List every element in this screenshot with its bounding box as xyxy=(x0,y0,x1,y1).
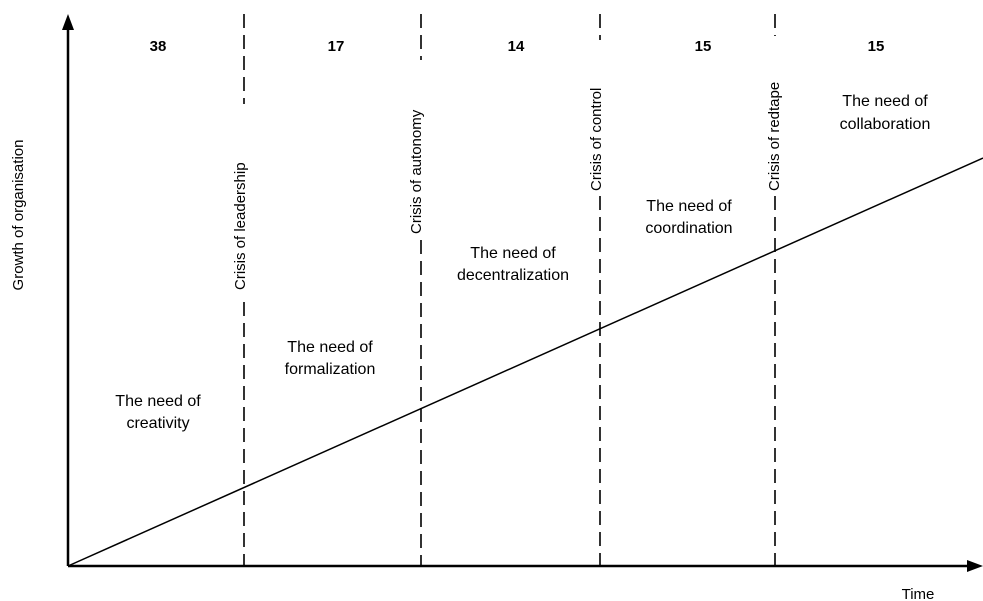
phase-need-line: The need of xyxy=(115,393,201,410)
phase-need-line: decentralization xyxy=(457,267,569,284)
phase-need-line: formalization xyxy=(285,361,376,378)
crisis-label-autonomy: Crisis of autonomy xyxy=(408,109,425,234)
phase-count: 14 xyxy=(508,38,525,55)
phase-need-line: The need of xyxy=(470,245,556,262)
growth-line xyxy=(67,157,983,567)
phase-counts: 38 17 14 15 15 xyxy=(150,38,885,55)
phase-need-line: The need of xyxy=(842,93,928,110)
crisis-label-leadership: Crisis of leadership xyxy=(232,162,249,290)
crisis-labels: Crisis of leadership Crisis of autonomy … xyxy=(232,82,783,290)
phase-need-line: collaboration xyxy=(840,116,931,133)
crisis-label-control: Crisis of control xyxy=(588,88,605,191)
axes xyxy=(66,26,975,568)
phase-need-line: The need of xyxy=(646,198,732,215)
phase-needs: The need of creativity The need of forma… xyxy=(115,93,930,432)
crisis-dividers xyxy=(243,14,776,566)
phase-count: 15 xyxy=(695,38,712,55)
y-axis-label: Growth of organisation xyxy=(10,140,27,291)
x-axis-arrowhead xyxy=(967,560,983,572)
phase-count: 17 xyxy=(328,38,345,55)
phase-need-line: creativity xyxy=(126,415,189,432)
y-axis-arrowhead xyxy=(62,14,74,30)
phase-need-line: The need of xyxy=(287,339,373,356)
phase-need-line: coordination xyxy=(645,220,732,237)
phase-count: 15 xyxy=(868,38,885,55)
x-axis-label: Time xyxy=(902,586,935,601)
crisis-label-redtape: Crisis of redtape xyxy=(766,82,783,191)
phase-count: 38 xyxy=(150,38,167,55)
